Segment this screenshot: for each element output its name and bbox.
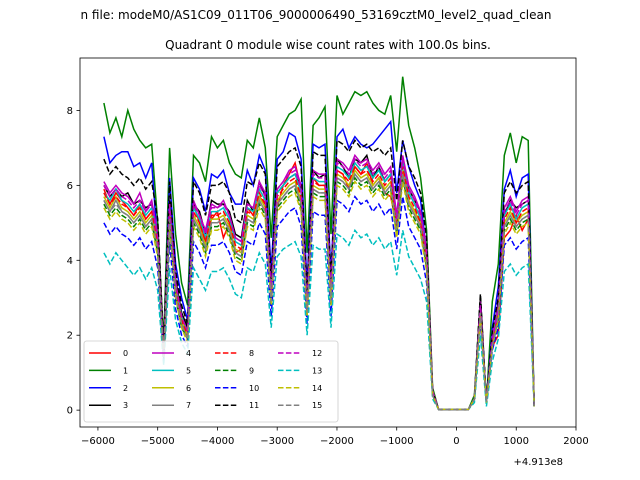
- y-tick-label: 2: [67, 331, 73, 342]
- legend-label-8: 8: [249, 349, 254, 358]
- series-line-15: [103, 172, 535, 411]
- legend-label-12: 12: [312, 349, 322, 358]
- legend-label-4: 4: [186, 349, 191, 358]
- y-tick-label: 8: [67, 106, 73, 117]
- legend-label-3: 3: [123, 401, 128, 410]
- legend-label-5: 5: [186, 366, 191, 375]
- plot-area: [103, 76, 535, 411]
- x-tick-label: −4000: [201, 436, 235, 447]
- x-tick-label: 0: [453, 436, 459, 447]
- x-tick-label: 1000: [504, 436, 529, 447]
- y-tick-label: 0: [67, 406, 73, 417]
- x-tick-label: −6000: [81, 436, 115, 447]
- legend-label-6: 6: [186, 384, 191, 393]
- legend-box: [83, 340, 339, 423]
- x-tick-label: 2000: [563, 436, 588, 447]
- x-tick-label: −1000: [380, 436, 414, 447]
- suptitle: n file: modeM0/AS1C09_011T06_9000006490_…: [81, 8, 552, 22]
- x-tick-label: −2000: [320, 436, 354, 447]
- legend-label-2: 2: [123, 384, 128, 393]
- legend-label-0: 0: [123, 349, 128, 358]
- legend-label-15: 15: [312, 401, 322, 410]
- x-tick-label: −3000: [260, 436, 294, 447]
- axes: −6000 −5000 −4000 −3000 −2000 −1000 0 1000 2000 0…: [67, 57, 589, 447]
- legend-label-7: 7: [186, 401, 191, 410]
- legend-label-14: 14: [312, 384, 322, 393]
- chart-title: Quadrant 0 module wise count rates with …: [165, 38, 491, 52]
- axes-frame: [79, 57, 577, 428]
- x-tick-label: −5000: [141, 436, 175, 447]
- legend-label-10: 10: [249, 384, 259, 393]
- legend-label-9: 9: [249, 366, 254, 375]
- legend-label-1: 1: [123, 366, 128, 375]
- y-tick-label: 4: [67, 256, 73, 267]
- x-offset-label: +4.913e8: [513, 457, 563, 468]
- legend-label-11: 11: [249, 401, 259, 410]
- y-tick-label: 6: [67, 181, 73, 192]
- legend-label-13: 13: [312, 366, 322, 375]
